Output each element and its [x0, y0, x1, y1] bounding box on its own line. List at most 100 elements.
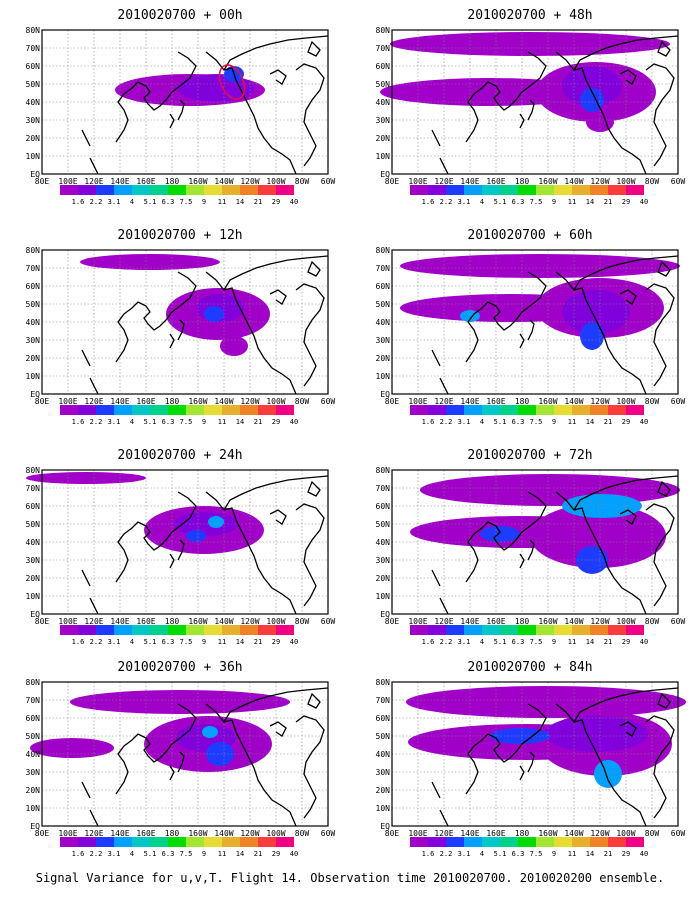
coastline: [555, 703, 647, 827]
panel-title: 2010020700 + 12h: [117, 228, 243, 243]
colorbar-swatch: [500, 837, 518, 847]
variance-region: [562, 66, 622, 106]
colorbar-swatch: [258, 185, 276, 195]
colorbar-swatch: [572, 625, 590, 635]
colorbar-level-label: 40: [289, 198, 299, 206]
lat-tick-label: 80N: [376, 246, 391, 255]
colorbar-level-label: 21: [253, 638, 263, 646]
lat-tick-label: 20N: [26, 786, 41, 795]
coastline: [205, 271, 297, 395]
map-frame: [41, 681, 329, 827]
lat-tick-label: 70N: [376, 484, 391, 493]
colorbar-level-label: 3.1: [107, 638, 121, 646]
map-plot: EQ 10N 20N 30N 40N 50N 60N 70N 80N 80E 100E 120E 140…: [376, 466, 686, 626]
colorbar-swatch: [276, 185, 294, 195]
lat-tick-label: 70N: [376, 264, 391, 273]
coastline: [527, 319, 535, 341]
colorbar-swatch: [608, 185, 626, 195]
map-panel-00h: 2010020700 + 00h EQ 10N 20N 30N 40N 50N 60N 70N…: [20, 8, 340, 218]
map-frame: [41, 29, 329, 175]
colorbar-swatch: [150, 405, 168, 415]
colorbar-swatch: [626, 837, 644, 847]
coastline: [657, 40, 671, 57]
variance-region: [202, 726, 218, 738]
colorbar-swatch: [536, 837, 554, 847]
lat-tick-label: 30N: [26, 556, 41, 565]
coastline: [431, 349, 441, 367]
lon-tick-label: 160E: [136, 177, 155, 186]
lon-tick-label: 160W: [188, 177, 207, 186]
colorbar-labels: 1.6 2.2 3.1 4 5.1 6.3 7.5 9 11 14 21 29 40: [60, 849, 330, 859]
lon-tick-label: 160W: [188, 617, 207, 626]
coastline: [573, 35, 679, 71]
colorbar-swatch: [258, 625, 276, 635]
colorbar-swatch: [464, 405, 482, 415]
lat-tick-label: 40N: [376, 538, 391, 547]
lat-tick-label: 30N: [376, 556, 391, 565]
colorbar-level-label: 9: [551, 418, 557, 426]
lon-tick-label: 80E: [385, 617, 400, 626]
colorbar-level-label: 6.3: [161, 418, 175, 426]
map-plot: EQ 10N 20N 30N 40N 50N 60N 70N 80N 80E 100E 120E 140…: [376, 26, 686, 186]
colorbar-level-label: 14: [585, 418, 595, 426]
lat-tick-label: 40N: [376, 98, 391, 107]
lon-tick-label: 120E: [84, 617, 103, 626]
colorbar: [410, 405, 644, 415]
colorbar-level-label: 7.5: [529, 198, 543, 206]
panel-title: 2010020700 + 36h: [117, 660, 243, 675]
colorbar-level-label: 6.3: [511, 638, 525, 646]
lat-tick-label: 60N: [376, 714, 391, 723]
lon-tick-label: 120W: [590, 177, 609, 186]
lat-tick-label: 40N: [26, 318, 41, 327]
lat-tick-label: 70N: [26, 44, 41, 53]
lon-tick-label: 180: [165, 177, 180, 186]
colorbar-level-label: 14: [235, 850, 245, 858]
colorbar-swatch: [132, 837, 150, 847]
colorbar: [410, 185, 644, 195]
colorbar-swatch: [482, 837, 500, 847]
coastline: [295, 503, 325, 607]
lat-tick-label: 10N: [376, 592, 391, 601]
lat-tick-label: 20N: [26, 134, 41, 143]
lat-tick-label: 50N: [376, 80, 391, 89]
colorbar-swatch: [96, 405, 114, 415]
colorbar-swatch: [410, 625, 428, 635]
lat-tick-label: 70N: [26, 264, 41, 273]
lat-tick-label: 10N: [26, 592, 41, 601]
colorbar-swatch: [276, 625, 294, 635]
lon-tick-label: 140E: [460, 397, 479, 406]
colorbar-swatch: [150, 837, 168, 847]
colorbar-level-label: 29: [271, 638, 281, 646]
lat-tick-label: 30N: [26, 116, 41, 125]
coastline: [431, 129, 441, 147]
lon-tick-label: 120W: [240, 397, 259, 406]
coastline: [89, 809, 99, 827]
colorbar-level-label: 9: [201, 850, 207, 858]
lat-tick-label: 50N: [376, 732, 391, 741]
lat-tick-label: 10N: [376, 804, 391, 813]
coastline: [269, 721, 287, 737]
lon-tick-label: 100W: [266, 829, 285, 838]
coastline: [519, 765, 525, 781]
colorbar-swatch: [428, 405, 446, 415]
colorbar-level-label: 6.3: [511, 850, 525, 858]
lon-tick-label: 120E: [434, 397, 453, 406]
lon-tick-label: 100W: [266, 177, 285, 186]
colorbar-level-label: 9: [551, 638, 557, 646]
lat-tick-label: 20N: [376, 574, 391, 583]
lon-tick-label: 120E: [434, 177, 453, 186]
lat-tick-label: 30N: [26, 336, 41, 345]
colorbar-level-label: 40: [289, 638, 299, 646]
lon-tick-label: 160W: [538, 617, 557, 626]
lon-tick-label: 100W: [266, 397, 285, 406]
coastline: [527, 751, 535, 773]
lat-tick-label: 10N: [376, 152, 391, 161]
colorbar-level-label: 29: [621, 850, 631, 858]
coastline: [519, 553, 525, 569]
lon-tick-label: 80E: [35, 829, 50, 838]
colorbar-swatch: [60, 405, 78, 415]
colorbar-level-label: 7.5: [529, 418, 543, 426]
coastline: [205, 703, 297, 827]
lat-tick-label: 80N: [376, 26, 391, 35]
colorbar-level-label: 3.1: [107, 850, 121, 858]
